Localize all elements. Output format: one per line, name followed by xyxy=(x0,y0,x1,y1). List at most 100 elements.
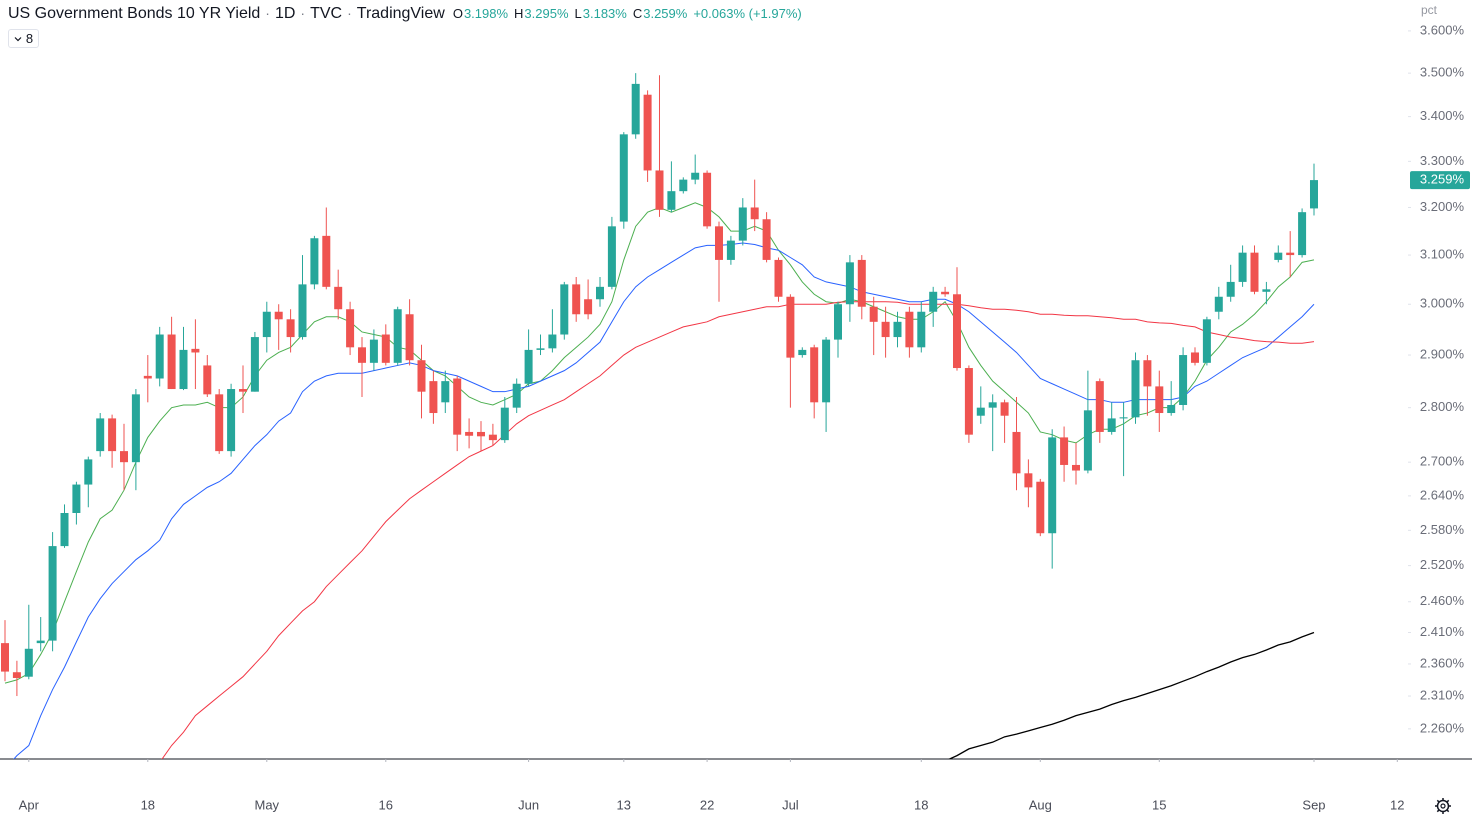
candle-body xyxy=(584,299,593,315)
y-unit: pct xyxy=(1421,3,1438,17)
candle-body xyxy=(1000,402,1009,416)
candle-body xyxy=(893,321,902,338)
candle-body xyxy=(72,484,81,513)
candle-body xyxy=(1226,281,1235,297)
candle-body xyxy=(488,434,497,441)
candle-body xyxy=(905,311,914,348)
candle-body xyxy=(12,672,21,678)
moving-average-line xyxy=(161,301,1315,759)
ohlc-value: 3.198% xyxy=(463,6,509,21)
candle-body xyxy=(215,394,224,452)
candle-body xyxy=(810,347,819,403)
candle-body xyxy=(798,349,807,356)
candle-body xyxy=(691,172,700,180)
candle-body xyxy=(1179,355,1188,405)
x-tick-label: 15 xyxy=(1152,797,1166,812)
y-tick-label: 2.310% xyxy=(1420,687,1465,702)
candle-body xyxy=(1071,464,1080,471)
y-tick-label: 3.000% xyxy=(1420,296,1465,311)
candle-body xyxy=(679,179,688,192)
separator: · xyxy=(347,5,352,21)
y-tick-label: 2.410% xyxy=(1420,624,1465,639)
candle-body xyxy=(48,546,57,641)
candle-body xyxy=(1012,431,1021,474)
candle-body xyxy=(476,431,485,437)
candle-body xyxy=(381,334,390,363)
candle-body xyxy=(1131,360,1140,418)
candle-body xyxy=(369,339,378,363)
candle-body xyxy=(1238,252,1247,282)
candle-body xyxy=(1048,437,1057,534)
candle-body xyxy=(405,314,414,361)
interval: 1D xyxy=(274,5,296,22)
moving-average-line xyxy=(13,242,1315,759)
y-tick-label: 2.700% xyxy=(1420,454,1465,469)
ohlc-value: 3.259% xyxy=(643,6,688,21)
x-tick-label: 18 xyxy=(914,797,928,812)
candle-body xyxy=(512,383,521,408)
candle-body xyxy=(845,262,854,305)
candle-body xyxy=(1060,437,1069,465)
candle-body xyxy=(643,94,652,171)
candle-body xyxy=(869,306,878,322)
candle-body xyxy=(857,259,866,307)
candle-body xyxy=(1107,418,1116,432)
ohlc-value: 3.183% xyxy=(582,6,627,21)
candle-body xyxy=(703,172,712,227)
ohlc-label: O xyxy=(452,6,463,21)
candle-body xyxy=(36,640,45,644)
y-tick-label: 3.400% xyxy=(1420,108,1465,123)
y-tick-label: 2.260% xyxy=(1420,720,1465,735)
legend-header: US Government Bonds 10 YR Yield · 1D · T… xyxy=(8,5,802,23)
candle-body xyxy=(1083,410,1092,471)
candle-body xyxy=(0,643,9,672)
settings-icon[interactable] xyxy=(1435,798,1451,814)
source: TradingView xyxy=(356,5,445,22)
candle-body xyxy=(952,294,961,369)
candle-body xyxy=(310,238,319,285)
candle-body xyxy=(833,304,842,340)
candle-body xyxy=(429,381,438,414)
candle-body xyxy=(1024,473,1033,488)
candle-body xyxy=(1143,360,1152,387)
candle-body xyxy=(631,83,640,135)
candle-body xyxy=(250,337,259,392)
candle-body xyxy=(988,402,997,408)
x-tick-label: 13 xyxy=(617,797,631,812)
x-tick-label: 12 xyxy=(1390,797,1404,812)
y-tick-label: 2.520% xyxy=(1420,557,1465,572)
candle-body xyxy=(1155,386,1164,414)
candle-body xyxy=(1167,404,1176,414)
candle-body xyxy=(774,259,783,297)
symbol-title: US Government Bonds 10 YR Yield xyxy=(8,5,261,22)
candle-body xyxy=(548,334,557,349)
y-tick-label: 2.640% xyxy=(1420,487,1465,502)
candle-body xyxy=(262,311,271,338)
candle-body xyxy=(334,286,343,310)
candle-body xyxy=(667,191,676,210)
candle-body xyxy=(786,296,795,358)
plot-area xyxy=(0,73,1318,759)
candle-body xyxy=(274,311,283,320)
candle-body xyxy=(227,389,236,452)
candle-body xyxy=(607,226,616,287)
candle-body xyxy=(1036,481,1045,534)
x-tick-label: 16 xyxy=(379,797,393,812)
candle-body xyxy=(346,309,355,348)
ohlc-label: L xyxy=(574,6,582,21)
candle-body xyxy=(441,381,450,403)
candle-body xyxy=(465,431,474,436)
candle-body xyxy=(560,284,569,335)
candle-body xyxy=(536,348,545,350)
y-tick-label: 3.100% xyxy=(1420,247,1465,262)
candle-body xyxy=(60,512,69,547)
x-tick-label: Apr xyxy=(19,797,40,812)
candle-body xyxy=(238,389,247,392)
y-tick-label: 2.460% xyxy=(1420,593,1465,608)
indicators-toggle[interactable]: 8 xyxy=(8,29,39,48)
candle-body xyxy=(1250,252,1259,292)
candle-body xyxy=(929,291,938,312)
candle-body xyxy=(1262,289,1271,292)
candle-body xyxy=(881,321,890,338)
